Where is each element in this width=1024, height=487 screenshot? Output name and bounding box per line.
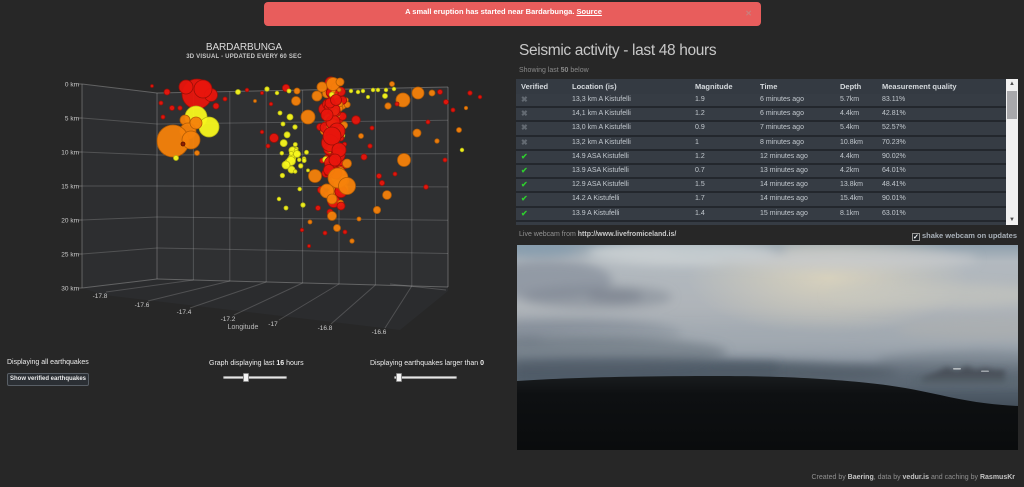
svg-text:-17.6: -17.6 [135, 302, 150, 309]
svg-text:15 km: 15 km [61, 184, 79, 191]
svg-text:-17.4: -17.4 [177, 309, 192, 316]
svg-text:-16.8: -16.8 [318, 325, 333, 332]
svg-text:-17.2: -17.2 [221, 316, 236, 323]
svg-text:0 km: 0 km [65, 82, 79, 89]
svg-text:-16.6: -16.6 [372, 329, 387, 336]
svg-text:5 km: 5 km [65, 116, 79, 123]
svg-text:-17: -17 [268, 321, 278, 328]
svg-text:20 km: 20 km [61, 218, 79, 225]
svg-text:Longitude: Longitude [228, 324, 259, 331]
svg-text:30 km: 30 km [61, 286, 79, 293]
svg-text:25 km: 25 km [61, 252, 79, 259]
svg-text:-17.8: -17.8 [93, 293, 108, 300]
svg-text:10 km: 10 km [61, 150, 79, 157]
